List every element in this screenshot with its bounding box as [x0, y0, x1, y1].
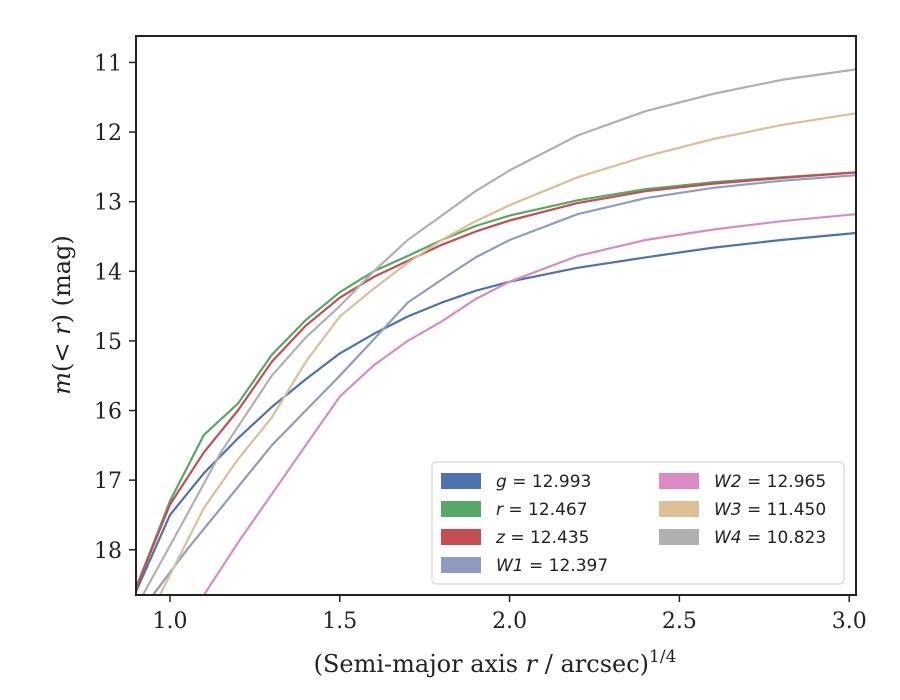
legend-entry: W3 = 11.450	[659, 500, 826, 520]
series-line-0	[136, 231, 856, 593]
legend-swatch	[659, 473, 699, 489]
y-tick-label: 15	[94, 330, 122, 355]
series-line-5	[158, 112, 856, 595]
legend-label: W3 = 11.450	[714, 500, 826, 520]
legend-entries: g = 12.993 r = 12.467 z = 12.435 W1 = 12.39…	[441, 472, 826, 576]
legend-label: W1 = 12.397	[496, 556, 608, 576]
y-tick-label: 13	[94, 191, 122, 216]
plot-frame	[135, 35, 857, 596]
legend-label: W4 = 10.823	[714, 528, 826, 548]
series-line-2	[136, 171, 856, 590]
legend-entry: z = 12.435	[441, 528, 589, 548]
y-tick-label: 14	[94, 260, 122, 285]
x-tick-label: 2.0	[492, 609, 527, 634]
y-tick-label: 12	[94, 121, 122, 146]
x-tick-label: 2.5	[662, 609, 697, 634]
legend-label: z = 12.435	[495, 528, 589, 548]
legend-label: g = 12.993	[496, 472, 591, 492]
x-tick-label: 1.0	[152, 609, 187, 634]
legend-entry: W1 = 12.397	[441, 556, 608, 576]
x-tick-label: 3.0	[832, 609, 867, 634]
legend-swatch	[441, 557, 481, 573]
x-axis-ticks: 1.0 1.5 2.0 2.5 3.0	[152, 595, 867, 634]
y-tick-label: 16	[94, 400, 122, 425]
legend-entry: W4 = 10.823	[659, 528, 826, 548]
series-line-1	[136, 171, 856, 590]
legend-label: W2 = 12.965	[714, 472, 826, 492]
series-line-4	[202, 213, 856, 595]
x-tick-label: 1.5	[322, 609, 357, 634]
x-axis-label: (Semi-major axis r / arcsec)1/4	[314, 647, 677, 678]
legend: g = 12.993 r = 12.467 z = 12.435 W1 = 12.39…	[431, 461, 845, 585]
legend-swatch	[441, 473, 481, 489]
y-tick-label: 11	[94, 51, 122, 76]
legend-swatch	[659, 501, 699, 517]
legend-entry: W2 = 12.965	[659, 472, 826, 492]
legend-swatch	[659, 529, 699, 545]
y-axis-label: m(< r) (mag)	[48, 235, 76, 395]
legend-swatch	[441, 529, 481, 545]
series-line-6	[141, 68, 856, 595]
y-tick-label: 17	[94, 469, 122, 494]
legend-box	[431, 461, 845, 585]
series-line-3	[151, 174, 856, 595]
legend-entry: r = 12.467	[441, 500, 588, 520]
y-axis-ticks: 11 12 13 14 15 16 17 18	[94, 51, 136, 564]
legend-label: r = 12.467	[496, 500, 588, 520]
legend-entry: g = 12.993	[441, 472, 591, 492]
legend-swatch	[441, 501, 481, 517]
y-tick-label: 18	[94, 539, 122, 564]
series-layer	[136, 68, 856, 595]
